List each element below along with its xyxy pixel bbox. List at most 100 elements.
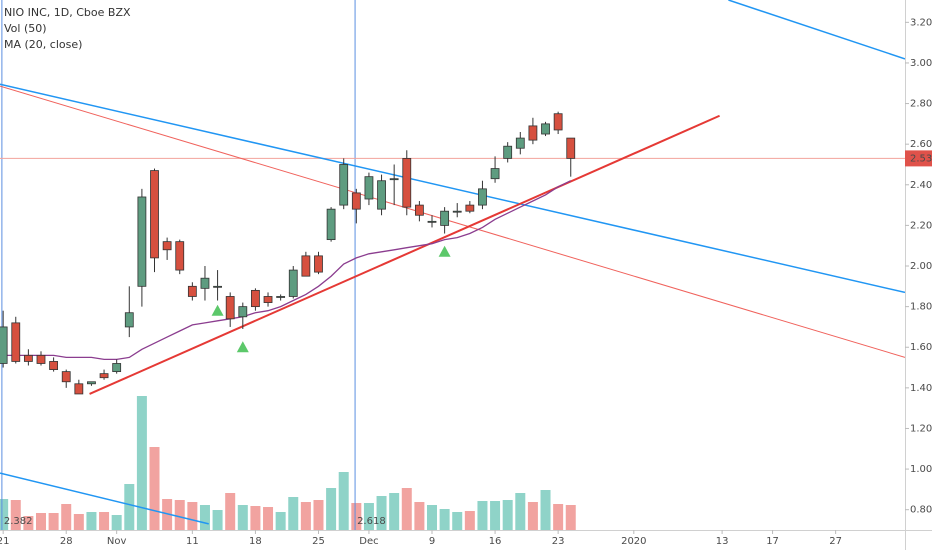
candle-body <box>566 137 576 159</box>
candle-body <box>389 178 399 181</box>
candle-body <box>162 241 172 251</box>
candle-body <box>49 361 59 370</box>
volume-bar <box>464 511 475 530</box>
y-tick-label: 2.80 <box>910 99 932 110</box>
y-tick-label: 2.40 <box>910 180 932 191</box>
x-tick-label: 16 <box>489 536 502 547</box>
candle-body <box>112 363 122 373</box>
volume-bar <box>0 499 9 530</box>
candle-body <box>326 208 336 241</box>
trend-line <box>0 85 905 358</box>
candle-body <box>288 269 298 297</box>
x-tick-label: 13 <box>716 536 729 547</box>
candle-body <box>465 204 475 212</box>
candle-body <box>23 354 33 362</box>
candle-body <box>213 285 222 288</box>
trend-line <box>0 83 905 294</box>
volume-bar <box>99 512 110 530</box>
candle-body <box>225 296 235 320</box>
y-tick-label: 1.60 <box>910 342 932 353</box>
trend-line <box>0 472 209 525</box>
candle-body <box>238 306 248 318</box>
volume-bar <box>275 512 286 530</box>
vertical-line-label: 2.618 <box>357 516 386 527</box>
volume-bar <box>351 503 362 530</box>
signal-marker <box>236 341 249 353</box>
candle-body <box>314 255 323 273</box>
candle-body <box>452 210 462 213</box>
y-tick-label: 2.20 <box>910 220 932 231</box>
candle-body <box>402 157 412 208</box>
volume-bar <box>10 500 21 530</box>
volume-bar <box>502 500 513 530</box>
candle-body <box>36 354 46 364</box>
candle-body <box>301 255 311 277</box>
volume-bar <box>199 505 210 530</box>
x-tick-label: 21 <box>0 536 10 547</box>
last-price-label: 2.53 <box>910 153 932 164</box>
candle-body <box>150 170 159 259</box>
y-tick-label: 3.00 <box>910 58 932 69</box>
axes: 0.80 1.00 1.20 1.40 1.60 1.80 2.00 2.20 2.40 2.60… <box>0 17 932 547</box>
candle-body <box>251 289 260 308</box>
indicator-label: MA (20, close) <box>4 38 82 51</box>
volume-bar <box>149 447 160 530</box>
volume-bar <box>515 493 526 530</box>
x-tick-label: Nov <box>107 536 127 547</box>
signal-marker <box>438 245 451 257</box>
candle-body <box>427 220 437 223</box>
candle-body <box>124 312 134 328</box>
y-tick-label: 0.80 <box>910 505 932 516</box>
x-tick-label: Dec <box>359 536 378 547</box>
x-tick-label: 18 <box>249 536 262 547</box>
candle-body <box>87 381 96 385</box>
candle-body <box>377 180 386 210</box>
candle-body <box>137 196 147 287</box>
volume-bar <box>225 493 236 530</box>
x-tick-label: 2020 <box>621 536 646 547</box>
chart-title: NIO INC, 1D, Cboe BZX <box>4 6 131 19</box>
candle-body <box>351 192 361 210</box>
candle-body <box>276 296 286 298</box>
volume-bar <box>35 513 46 530</box>
y-tick-label: 1.40 <box>910 383 932 394</box>
volume-bar <box>452 512 463 530</box>
volume-bar <box>477 501 488 530</box>
trend-line <box>728 0 905 60</box>
y-tick-label: 2.00 <box>910 261 932 272</box>
volume-bar <box>527 502 538 530</box>
volume-bar <box>86 512 97 530</box>
candle-body <box>490 168 500 180</box>
volume-bar <box>61 504 72 530</box>
candle-body <box>11 322 21 362</box>
candle-body <box>339 164 349 206</box>
x-tick-label: 9 <box>429 536 435 547</box>
vertical-line-label: 2.382 <box>4 516 33 527</box>
signal-marker <box>211 304 224 316</box>
candle-body <box>478 188 487 206</box>
candle-body <box>440 210 450 226</box>
volume-bar <box>414 502 425 530</box>
candle-body <box>503 145 513 159</box>
candle-body <box>553 113 563 131</box>
volume-bar <box>250 506 261 530</box>
volume-bar <box>565 505 576 530</box>
volume-bar <box>300 502 311 530</box>
candle-body <box>61 371 71 383</box>
volume-bar <box>212 510 223 530</box>
y-tick-label: 3.20 <box>910 17 932 28</box>
x-tick-label: 23 <box>552 536 565 547</box>
volume-bar <box>439 509 450 530</box>
candle-body <box>515 137 525 149</box>
candle-body <box>74 383 84 395</box>
trend-line <box>89 114 720 395</box>
x-tick-label: 17 <box>766 536 779 547</box>
volume-bar <box>363 503 374 530</box>
volume-bar <box>23 516 34 530</box>
volume-bar <box>540 490 551 530</box>
candle-body <box>200 277 210 289</box>
volume-bar <box>288 497 299 530</box>
x-tick-label: 28 <box>60 536 73 547</box>
x-tick-label: 27 <box>829 536 842 547</box>
candle-body <box>364 176 374 200</box>
